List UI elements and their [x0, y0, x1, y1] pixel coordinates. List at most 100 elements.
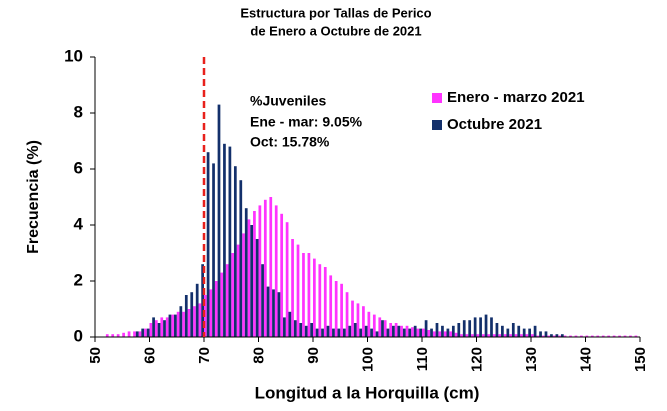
bar: [334, 281, 338, 337]
bar: [133, 331, 136, 337]
x-tick-label: 100: [359, 347, 376, 372]
chart-title: Estructura por Tallas de Perico: [240, 5, 431, 20]
bar: [179, 306, 183, 337]
bar: [198, 303, 202, 337]
bar: [397, 325, 401, 337]
bar: [438, 331, 442, 337]
bar: [492, 334, 496, 337]
bar: [471, 334, 474, 337]
bar: [206, 152, 210, 337]
bar: [269, 197, 273, 337]
bar: [509, 334, 512, 337]
bar: [457, 323, 461, 337]
x-tick-label: 70: [196, 347, 213, 364]
bar: [201, 264, 204, 337]
bar: [321, 328, 324, 337]
bar: [277, 292, 281, 337]
bar: [263, 199, 267, 337]
bar: [596, 335, 600, 337]
bar: [503, 334, 507, 337]
bar: [340, 283, 343, 337]
bar: [157, 323, 161, 337]
legend-swatch: [432, 120, 442, 130]
bar: [607, 335, 611, 337]
x-tick-label: 150: [632, 347, 649, 372]
bar: [612, 335, 616, 337]
bar: [244, 208, 248, 337]
bar: [258, 205, 262, 337]
bar: [168, 314, 172, 337]
bar: [487, 334, 491, 337]
bar: [402, 328, 406, 337]
bar: [498, 334, 502, 337]
x-tick-label: 140: [577, 347, 594, 372]
bar: [552, 335, 556, 337]
bar: [506, 328, 510, 337]
legend-label: Octubre 2021: [447, 116, 542, 133]
bar: [348, 325, 352, 337]
bar: [307, 253, 311, 337]
bar: [528, 328, 531, 337]
bar: [389, 323, 393, 337]
bar: [141, 328, 145, 337]
bar: [422, 328, 425, 337]
bar: [520, 334, 523, 337]
bar: [432, 331, 436, 337]
bar: [315, 328, 319, 337]
bar: [563, 335, 567, 337]
bar: [174, 314, 177, 337]
bar: [465, 334, 469, 337]
bar: [443, 331, 447, 337]
bar: [212, 163, 215, 337]
bar: [362, 306, 365, 337]
bar: [302, 253, 305, 337]
bar: [539, 331, 542, 337]
bar: [296, 244, 300, 337]
bar: [370, 328, 373, 337]
bar: [547, 335, 551, 337]
bar: [323, 267, 327, 337]
bar: [247, 219, 251, 337]
bar: [424, 320, 428, 337]
bar: [299, 323, 303, 337]
bar: [105, 334, 109, 337]
bar: [326, 325, 330, 337]
bar: [501, 325, 504, 337]
bar: [574, 335, 578, 337]
bar: [272, 289, 275, 337]
bar: [531, 334, 534, 337]
bar: [490, 317, 493, 337]
bar: [236, 244, 240, 337]
bar: [533, 325, 537, 337]
bar: [351, 300, 354, 337]
bar: [479, 317, 482, 337]
bar: [381, 320, 384, 337]
x-axis-label: Longitud a la Horquilla (cm): [255, 383, 480, 402]
bar: [416, 328, 420, 337]
bar: [214, 281, 218, 337]
bar: [451, 325, 455, 337]
y-tick-label: 6: [74, 158, 83, 177]
bar: [481, 334, 485, 337]
bar: [419, 328, 422, 337]
x-tick-label: 130: [523, 347, 540, 372]
bar: [228, 146, 232, 337]
annotation: Ene - mar: 9.05%: [250, 114, 363, 130]
bar: [152, 317, 155, 337]
bar: [332, 328, 335, 337]
bar: [353, 323, 357, 337]
annotation: %Juveniles: [250, 93, 326, 109]
bar: [233, 166, 237, 337]
y-tick-label: 2: [74, 270, 83, 289]
bar: [291, 239, 294, 337]
bar: [372, 314, 376, 337]
y-axis-label: Frecuencia (%): [25, 140, 42, 254]
bar: [484, 314, 488, 337]
bar: [601, 335, 605, 337]
bar: [310, 323, 313, 337]
bar: [378, 317, 382, 337]
x-tick-label: 60: [141, 347, 158, 364]
bar: [190, 292, 194, 337]
bar: [544, 331, 548, 337]
bar: [165, 317, 169, 337]
